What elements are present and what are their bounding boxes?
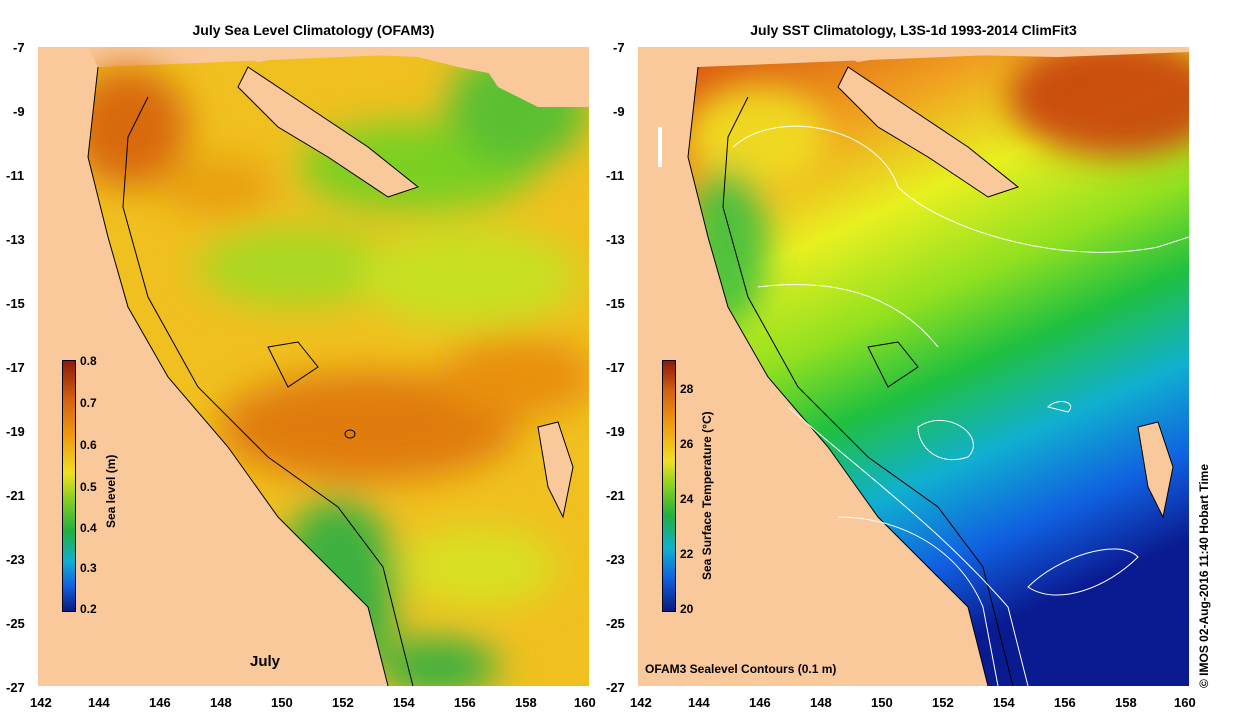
right-x-tick: 148 [810,695,832,710]
right-y-tick: -17 [606,360,625,375]
sea-level-colorbar-tick: 0.5 [80,480,97,494]
right-x-tick: 146 [749,695,771,710]
sst-map-canvas [638,47,1189,686]
sea-level-colorbar-tick: 0.7 [80,396,97,410]
right-y-tick: -23 [606,552,625,567]
sea-level-colorbar-tick: 0.6 [80,438,97,452]
right-x-tick: 158 [1115,695,1137,710]
left-x-tick: 154 [393,695,415,710]
sea-level-map-canvas [38,47,589,686]
left-y-tick: -23 [6,552,25,567]
left-x-tick: 144 [88,695,110,710]
right-y-tick: -13 [606,232,625,247]
sst-colorbar-tick: 26 [680,437,694,451]
left-x-tick: 152 [332,695,354,710]
left-x-tick: 142 [30,695,52,710]
sst-colorbar-tick: 28 [680,382,694,396]
right-y-tick: -9 [613,104,625,119]
left-x-tick: 158 [515,695,537,710]
right-map-title: July SST Climatology, L3S-1d 1993-2014 C… [750,22,1077,38]
left-y-tick: -7 [13,40,25,55]
left-x-tick: 160 [574,695,596,710]
left-y-tick: -25 [6,616,25,631]
sea-level-colorbar-tick: 0.8 [80,354,97,368]
right-x-tick: 154 [993,695,1015,710]
left-x-tick: 150 [271,695,293,710]
right-y-tick: -11 [606,168,625,183]
left-y-tick: -13 [6,232,25,247]
right-y-tick: -19 [606,424,625,439]
sst-colorbar-title: Sea Surface Temperature (°C) [700,411,714,580]
left-x-tick: 156 [454,695,476,710]
right-x-tick: 144 [688,695,710,710]
right-x-tick: 150 [871,695,893,710]
left-x-tick: 148 [210,695,232,710]
sea-level-map [38,47,589,686]
right-y-tick: -25 [606,616,625,631]
right-y-tick: -21 [606,488,625,503]
sst-colorbar-tick: 24 [680,492,694,506]
sst-field [688,47,1189,686]
sea-level-colorbar-tick: 0.2 [80,602,97,616]
left-y-tick: -11 [6,168,25,183]
left-y-tick: -27 [6,680,25,695]
coastline [87,66,574,686]
month-label: July [250,653,281,670]
right-x-tick: 160 [1174,695,1196,710]
left-x-tick: 146 [149,695,171,710]
left-y-tick: -19 [6,424,25,439]
sst-colorbar-tick: 22 [680,547,694,561]
right-y-tick: -15 [606,296,625,311]
sea-level-contours [732,125,1189,686]
sst-colorbar-gradient [662,360,676,612]
coastline [687,66,1174,686]
right-x-tick: 156 [1054,695,1076,710]
land-mask [638,47,1189,686]
sst-map [638,47,1189,686]
left-map-title: July Sea Level Climatology (OFAM3) [192,22,435,38]
contour-annotation: OFAM3 Sealevel Contours (0.1 m) [645,662,837,676]
sst-colorbar-tick: 20 [680,602,694,616]
sea-level-colorbar-gradient [62,360,76,612]
sea-level-colorbar-tick: 0.4 [80,521,97,535]
left-y-tick: -9 [13,104,25,119]
left-y-tick: -21 [6,488,25,503]
right-x-tick: 152 [932,695,954,710]
left-y-tick: -17 [6,360,25,375]
right-y-tick: -27 [606,680,625,695]
right-y-tick: -7 [613,40,625,55]
sea-level-colorbar-title: Sea level (m) [104,454,118,528]
land-mask [38,47,589,686]
left-y-tick: -15 [6,296,25,311]
right-x-tick: 142 [630,695,652,710]
sea-level-colorbar-tick: 0.3 [80,561,97,575]
imos-credit: © IMOS 02-Aug-2016 11:40 Hobart Time [1197,463,1211,688]
